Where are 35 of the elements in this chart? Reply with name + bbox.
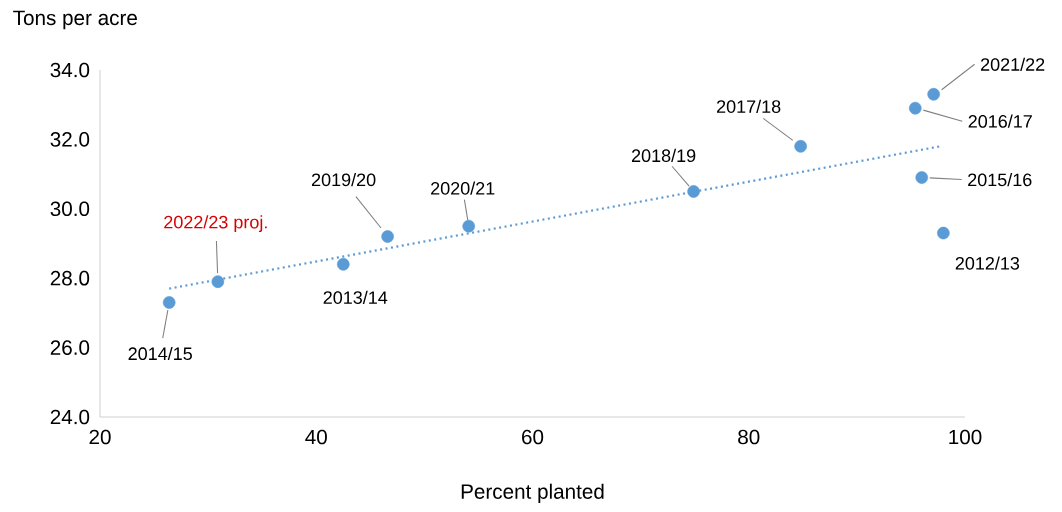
annotation: 2019/20 [311,172,376,187]
point [687,185,700,198]
y-tick-label: 26.0 [50,340,90,355]
y-axis-title: Tons per acre [13,10,137,30]
y-tick-label: 32.0 [50,132,90,147]
point [937,226,950,240]
annotation: 2015/16 [968,172,1032,187]
annotation: 2022/23 proj. [164,215,267,233]
x-tick-label: 100 [949,429,982,445]
annotation: 2020/21 [431,181,495,195]
y-tick-label: 30.0 [50,201,90,217]
point [462,219,475,233]
annotation: 2017/18 [717,99,781,113]
point [794,140,807,153]
point [908,101,922,115]
point [381,230,394,243]
y-tick-label: 24.0 [50,409,90,425]
point [915,171,929,184]
annotation: 2014/15 [128,346,192,361]
x-tick-label: 40 [305,429,327,445]
point [211,275,225,288]
point [162,296,176,309]
annotation: 2012/13 [955,256,1020,270]
y-tick-label: 34.0 [50,62,90,78]
x-tick-label: 80 [738,429,760,445]
point [337,258,350,271]
x-axis-title: Percent planted [461,483,604,503]
annotation: 2013/14 [323,290,388,304]
annotation: 2021/22 [981,57,1045,71]
point [927,88,940,101]
x-tick-label: 60 [522,429,544,445]
x-tick-label: 20 [89,429,111,445]
y-tick-label: 28.0 [50,270,90,286]
annotation: 2016/17 [968,114,1032,128]
annotation: 2018/19 [631,148,696,163]
